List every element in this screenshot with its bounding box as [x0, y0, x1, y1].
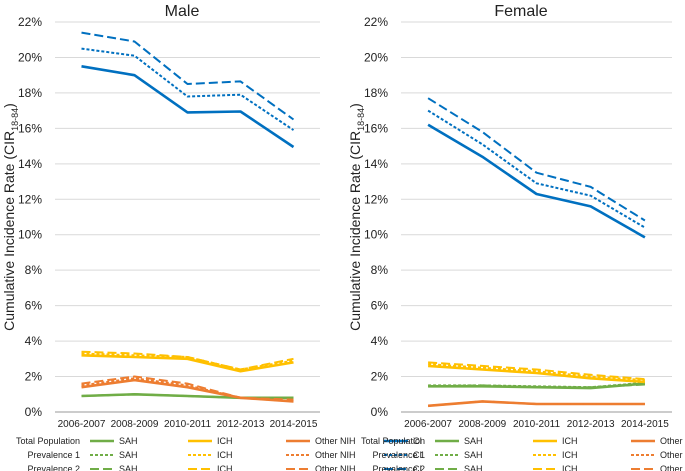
y-tick-label: 14%	[18, 157, 42, 171]
y-tick-label: 22%	[18, 15, 42, 29]
legend-entry-label: Other NIH	[660, 436, 685, 446]
legend-entry-label: CI	[413, 436, 422, 446]
series-line-ci-prevalence-2	[81, 31, 295, 121]
chart-title: Female	[494, 3, 547, 20]
y-tick-label: 6%	[25, 299, 43, 313]
female-panel: Female 0% 2% 4% 6% 8% 10% 12% 14% 16% 18% 20% 22% 200…	[347, 3, 672, 430]
y-tick-label: 4%	[25, 334, 43, 348]
y-tick-label: 12%	[364, 192, 388, 206]
x-tick-label: 2008-2009	[111, 419, 159, 430]
legend-entry-label: CI	[413, 450, 422, 460]
series-line-ci-total-population	[427, 123, 646, 239]
y-tick-label: 8%	[371, 263, 389, 277]
y-tick-label: 4%	[371, 334, 389, 348]
y-axis-label: Cumulative Incidence Rate (CIR18-84)	[1, 103, 20, 331]
y-tick-label: 20%	[364, 50, 388, 64]
y-tick-label: 16%	[364, 121, 388, 135]
series-line-other-nih-prevalence-2	[428, 400, 645, 407]
y-axis-label-main: Cumulative Incidence Rate (CIR	[1, 131, 17, 331]
y-tick-label: 12%	[18, 192, 42, 206]
legend-row-label: Prevalence 1	[372, 450, 425, 460]
x-tick-label: 2010-2011	[513, 419, 561, 430]
series-line-ich-total-population	[81, 354, 294, 373]
series-line-ci-total-population	[81, 65, 295, 149]
y-axis-label: Cumulative Incidence Rate (CIR18-84)	[347, 103, 366, 331]
y-axis-label-main: Cumulative Incidence Rate (CIR	[347, 131, 363, 331]
series-line-sah-prevalence-1	[428, 381, 645, 389]
legend-entry-label: SAH	[119, 436, 138, 446]
legend-entry-label: ICH	[217, 450, 233, 460]
x-tick-label: 2008-2009	[458, 419, 506, 430]
series-line-ich-prevalence-2	[428, 361, 645, 381]
legend-entry-label: Other NIH	[660, 464, 685, 471]
male-panel: Male 0% 2% 4% 6% 8% 10% 12% 14% 16% 18% 20% 22% 2006-…	[1, 3, 320, 430]
x-tick-label: 2006-2007	[58, 419, 106, 430]
legend-entry-label: SAH	[119, 464, 138, 471]
x-tick-label: 2014-2015	[270, 419, 318, 430]
series-line-ci-prevalence-1	[427, 109, 646, 229]
series-line-other-nih-total-population	[81, 378, 294, 403]
x-tick-label: 2012-2013	[217, 419, 265, 430]
series-line-sah-prevalence-2	[428, 383, 645, 389]
x-tick-label: 2014-2015	[621, 419, 669, 430]
series-line-ich-total-population	[428, 364, 645, 384]
y-axis-label-suffix: )	[1, 103, 17, 108]
legend-row-label: Total Population	[16, 436, 80, 446]
y-tick-label: 2%	[25, 370, 43, 384]
y-axis-label-subscript: 18-84	[356, 108, 366, 131]
series-line-ci-prevalence-1	[81, 47, 295, 131]
chart-title: Male	[165, 3, 200, 20]
y-tick-label: 14%	[364, 157, 388, 171]
legend-entry-label: CI	[413, 464, 422, 471]
legend-entry-label: SAH	[464, 450, 483, 460]
legend-entry-label: SAH	[464, 436, 483, 446]
y-tick-label: 10%	[18, 228, 42, 242]
y-tick-label: 16%	[18, 121, 42, 135]
y-tick-label: 20%	[18, 50, 42, 64]
legend-row-label: Prevalence 2	[27, 464, 80, 471]
legend-entry-label: ICH	[217, 464, 233, 471]
series-line-ci-prevalence-2	[427, 97, 646, 222]
series-line-ich-prevalence-1	[428, 363, 645, 382]
legend-row-label: Prevalence 2	[372, 464, 425, 471]
legend-entry-label: SAH	[464, 464, 483, 471]
y-tick-label: 18%	[364, 86, 388, 100]
legend-entry-label: ICH	[562, 450, 578, 460]
legend-entry-label: ICH	[562, 464, 578, 471]
y-tick-label: 8%	[25, 263, 43, 277]
y-tick-label: 0%	[25, 405, 43, 419]
x-tick-label: 2010-2011	[164, 419, 212, 430]
y-tick-label: 10%	[364, 228, 388, 242]
legend-entry-label: Other NIH	[660, 450, 685, 460]
legend: Total Population SAH ICH Other NIH CIPrevale…	[16, 436, 685, 471]
y-tick-label: 22%	[364, 15, 388, 29]
legend-entry-label: SAH	[119, 450, 138, 460]
legend-row-label: Prevalence 1	[27, 450, 80, 460]
y-axis-label-suffix: )	[347, 103, 363, 108]
x-tick-label: 2006-2007	[404, 419, 452, 430]
y-tick-label: 18%	[18, 86, 42, 100]
y-axis-label-subscript: 18-84	[10, 108, 20, 131]
series-line-other-nih-prevalence-2	[81, 375, 294, 401]
legend-entry-label: Other NIH	[315, 436, 356, 446]
y-tick-label: 2%	[371, 370, 389, 384]
series-line-other-nih-prevalence-1	[81, 377, 294, 403]
legend-entry-label: Other NIH	[315, 450, 356, 460]
y-tick-label: 0%	[371, 405, 389, 419]
legend-row-label: Total Population	[361, 436, 425, 446]
legend-entry-label: ICH	[562, 436, 578, 446]
legend-entry-label: Other NIH	[315, 464, 356, 471]
series-line-other-nih-prevalence-1	[428, 400, 645, 407]
legend-entry-label: ICH	[217, 436, 233, 446]
y-tick-label: 6%	[371, 299, 389, 313]
series-line-ich-prevalence-2	[81, 350, 294, 371]
x-tick-label: 2012-2013	[567, 419, 615, 430]
